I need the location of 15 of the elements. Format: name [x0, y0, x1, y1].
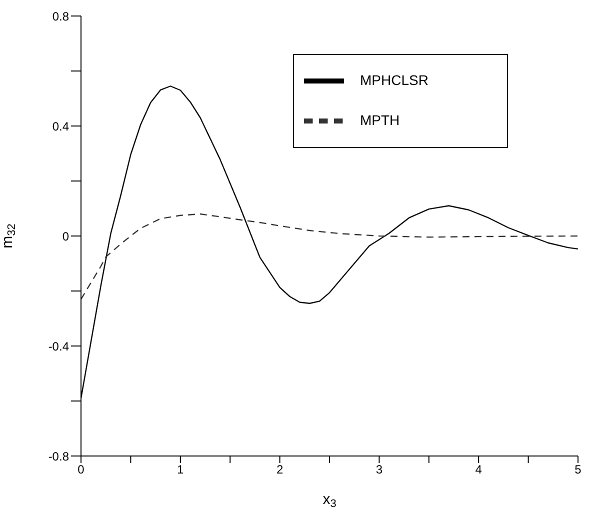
y-tick-label: 0.4: [52, 119, 70, 134]
y-tick-label: -0.8: [48, 449, 70, 464]
y-tick-label: -0.4: [48, 339, 70, 354]
y-tick-label: 0: [62, 229, 70, 244]
x-axis-title: x$_{3}$: [322, 491, 336, 510]
line-series: [81, 213, 578, 300]
x-tick-label: 4: [475, 462, 482, 477]
y-tick-label: 0.8: [52, 9, 70, 24]
legend-label: MPTH: [360, 112, 400, 128]
x-tick-label: 5: [574, 462, 582, 477]
legend-label: MPHCLSR: [360, 72, 428, 88]
x-tick-label: 1: [177, 462, 184, 477]
x-tick-label: 0: [78, 462, 85, 477]
x-tick-label: 2: [276, 462, 284, 477]
x-tick-label: 3: [376, 462, 383, 477]
